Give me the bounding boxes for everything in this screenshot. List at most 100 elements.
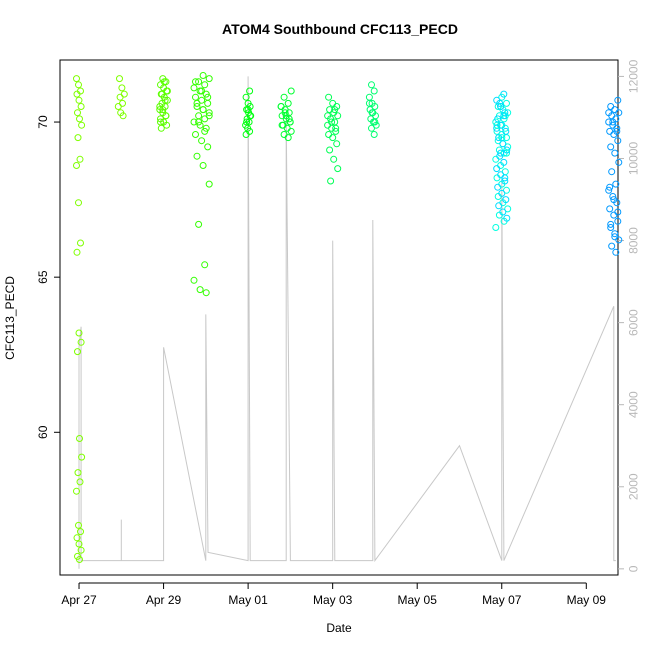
data-point [325, 131, 333, 138]
data-point [160, 78, 168, 86]
data-point [333, 140, 341, 148]
data-point [119, 99, 126, 107]
data-point [615, 236, 623, 244]
data-point [492, 155, 500, 163]
data-point [615, 109, 623, 117]
data-point [371, 103, 379, 110]
data-point [324, 112, 332, 120]
data-point [205, 180, 213, 188]
data-point [242, 93, 250, 101]
data-point [243, 118, 251, 126]
x-axis-label: Date [326, 621, 352, 635]
data-point [334, 165, 342, 173]
data-point [497, 103, 505, 110]
points-layer [73, 72, 623, 563]
data-point [614, 217, 622, 225]
data-point [606, 205, 614, 213]
x-tick-label: May 09 [567, 593, 607, 607]
data-point [196, 121, 204, 129]
data-point [75, 521, 82, 529]
data-point [114, 103, 122, 110]
data-point [74, 134, 82, 142]
data-point [204, 143, 212, 151]
data-point [280, 93, 288, 101]
data-point [328, 118, 336, 126]
data-point [499, 208, 507, 216]
y2-tick-label: 0 [627, 565, 641, 572]
data-point [606, 127, 614, 135]
data-point [370, 87, 378, 95]
data-point [78, 453, 86, 461]
data-point [608, 242, 616, 250]
data-point [192, 131, 199, 138]
data-point [611, 106, 619, 114]
data-point [190, 276, 198, 284]
y-tick-label: 70 [36, 115, 50, 129]
data-point [77, 528, 84, 536]
data-point [204, 93, 212, 101]
data-point [498, 121, 506, 129]
data-point [192, 93, 199, 101]
data-point [77, 338, 85, 346]
data-point [162, 112, 170, 120]
secondary-line-layer [78, 76, 616, 569]
data-point [611, 149, 619, 157]
data-point [612, 248, 620, 256]
data-point [205, 112, 213, 120]
data-point [201, 127, 209, 135]
data-point [365, 99, 373, 107]
data-point [78, 121, 86, 129]
data-point [503, 146, 511, 154]
data-point [496, 99, 504, 107]
data-point [612, 180, 620, 188]
data-point [325, 93, 333, 101]
data-point [74, 469, 82, 477]
y-tick-label: 60 [36, 425, 50, 439]
data-point [118, 84, 126, 92]
data-point [614, 96, 622, 104]
data-point [198, 137, 206, 145]
x-tick-label: May 03 [313, 593, 353, 607]
data-point [614, 208, 622, 216]
data-point [503, 99, 510, 107]
data-point [502, 196, 510, 204]
data-point [75, 96, 83, 104]
data-point [190, 118, 198, 126]
data-point [282, 112, 290, 120]
data-point [606, 183, 614, 191]
data-point [608, 168, 616, 176]
data-point [494, 183, 502, 191]
data-point [372, 121, 380, 129]
data-point [163, 121, 171, 129]
data-point [497, 149, 505, 157]
data-point [284, 99, 292, 107]
data-point [199, 162, 207, 169]
data-point [198, 87, 206, 95]
data-point [246, 112, 254, 120]
data-point [74, 109, 81, 117]
data-point [494, 115, 502, 123]
data-point [73, 162, 80, 169]
data-point [502, 127, 510, 135]
data-point [607, 224, 615, 231]
y2-tick-label: 8000 [627, 227, 641, 254]
data-point [503, 186, 510, 194]
data-point [195, 220, 203, 228]
x-tick-label: Apr 27 [61, 593, 97, 607]
data-point [193, 152, 201, 160]
data-point [605, 186, 613, 194]
data-point [365, 93, 373, 101]
data-point [278, 121, 286, 129]
data-point [493, 165, 501, 173]
data-point [493, 124, 501, 132]
data-point [613, 124, 621, 132]
data-point [611, 230, 619, 238]
data-point [195, 118, 203, 126]
data-point [73, 90, 81, 98]
data-point [334, 112, 342, 120]
data-point [504, 205, 512, 213]
data-point [326, 146, 334, 154]
data-point [201, 261, 209, 269]
data-point [329, 99, 337, 107]
